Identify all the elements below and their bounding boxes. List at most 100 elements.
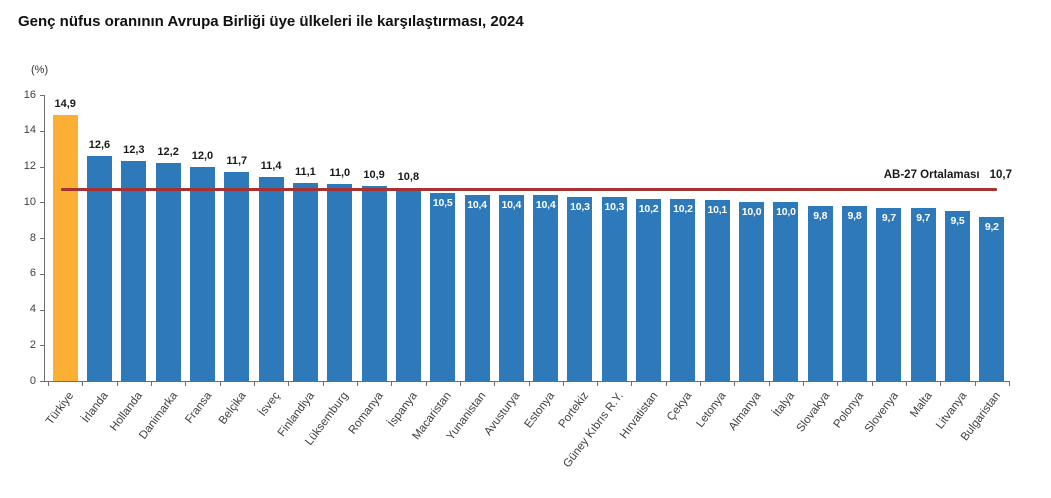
y-tick — [40, 95, 44, 96]
x-tick — [391, 382, 393, 386]
bar-value-label: 10,0 — [776, 206, 796, 219]
average-line-value: 10,7 — [989, 168, 1012, 181]
y-tick-label: 16 — [23, 88, 36, 101]
x-tick — [871, 382, 873, 386]
x-tick — [734, 382, 736, 386]
y-tick-label: 0 — [29, 374, 36, 387]
x-tick — [665, 382, 667, 386]
bar-value-label: 9,5 — [950, 215, 965, 228]
x-axis-line — [44, 381, 1010, 382]
x-axis-label: Fransa — [182, 390, 215, 426]
bar-value-label: 10,1 — [707, 204, 728, 217]
bar-Lüksemburg — [327, 184, 353, 381]
bar-value-label: 12,3 — [123, 144, 145, 157]
x-tick — [528, 382, 530, 386]
bar-Slovenya — [876, 207, 902, 381]
y-tick — [40, 166, 44, 168]
x-axis-label: Estonya — [522, 390, 558, 431]
x-tick — [185, 382, 187, 386]
bar-value-label: 11,0 — [329, 167, 351, 180]
x-axis-label: Slovenya — [862, 390, 901, 436]
bar-value-label: 12,2 — [157, 145, 179, 158]
bar-Romanya — [361, 186, 387, 381]
x-axis-label: Polonya — [831, 390, 867, 431]
bar-value-label: 10,3 — [570, 200, 590, 213]
x-tick — [631, 382, 633, 386]
y-tick-label: 12 — [23, 160, 36, 172]
x-axis-label: Litvanya — [933, 390, 970, 432]
x-tick — [459, 382, 461, 386]
x-tick — [494, 382, 496, 386]
x-tick — [219, 382, 221, 386]
bar-value-label: 11,4 — [260, 160, 282, 173]
bar-Türkiye — [52, 114, 78, 381]
bar-İtalya — [773, 202, 799, 381]
bar-value-label: 10,2 — [638, 202, 659, 215]
x-tick — [597, 382, 599, 386]
bar-Çekya — [670, 198, 696, 381]
average-line-label: AB-27 Ortalaması 10,7 — [884, 169, 1012, 181]
x-tick — [425, 382, 427, 386]
x-tick — [253, 382, 255, 386]
x-axis-label: Çekya — [665, 390, 695, 424]
bar-value-label: 10,0 — [741, 206, 762, 219]
x-axis-label: Malta — [908, 390, 935, 420]
x-axis-label: Türkiye — [44, 390, 77, 428]
y-tick — [40, 130, 44, 132]
bar-Slovakya — [807, 205, 833, 381]
bar-Yunanistan — [464, 195, 490, 381]
bar-value-label: 10,5 — [432, 197, 453, 210]
x-tick — [837, 382, 839, 386]
bar-value-label: 10,4 — [535, 199, 556, 212]
bar-Finlandiya — [292, 182, 318, 381]
bar-value-label: 10,2 — [673, 202, 693, 215]
bar-İrlanda — [86, 155, 112, 381]
x-tick — [356, 382, 358, 386]
bar-value-label: 9,7 — [916, 211, 931, 224]
x-axis-label: Letonya — [694, 390, 729, 430]
bar-value-label: 11,1 — [295, 165, 316, 178]
x-axis-label: İsveç — [256, 390, 283, 419]
chart-title: Genç nüfus oranının Avrupa Birliği üye ü… — [18, 13, 524, 30]
bar-value-label: 9,7 — [881, 211, 896, 224]
y-axis-line — [44, 95, 45, 382]
x-axis-label: Slovakya — [794, 390, 832, 435]
y-axis-unit-label: (%) — [31, 64, 49, 76]
bar-value-label: 12,6 — [88, 138, 111, 151]
y-tick — [40, 309, 44, 311]
bar-Bulgaristan — [979, 216, 1005, 381]
bar-Portekiz — [567, 196, 593, 381]
x-tick — [768, 382, 770, 386]
y-tick-label: 8 — [29, 231, 36, 244]
bar-İspanya — [395, 187, 421, 381]
bar-value-label: 11,7 — [226, 154, 248, 167]
x-tick — [116, 382, 118, 386]
x-axis-label: Avusturya — [482, 390, 523, 438]
y-tick — [40, 202, 44, 204]
bar-Almanya — [739, 202, 765, 381]
average-line-label-text: AB-27 Ortalaması — [883, 168, 980, 181]
bar-Polonya — [842, 205, 868, 381]
x-tick — [1009, 382, 1010, 386]
bar-Fransa — [189, 166, 215, 381]
average-line — [61, 187, 997, 192]
bar-Letonya — [704, 200, 730, 381]
bar-value-label: 9,2 — [984, 220, 999, 233]
x-axis-label: Almanya — [726, 390, 764, 433]
bar-value-label: 10,8 — [397, 170, 420, 183]
x-axis-label: Romanya — [346, 390, 386, 437]
bar-Macaristan — [430, 193, 456, 381]
bar-Güney Kıbrıs R.Y. — [601, 196, 627, 381]
x-tick — [82, 382, 84, 386]
x-axis-label: İspanya — [386, 390, 420, 430]
bar-value-label: 9,8 — [813, 209, 828, 222]
x-tick — [940, 382, 942, 386]
x-tick — [48, 382, 49, 386]
y-tick-label: 14 — [23, 124, 36, 137]
bar-value-label: 10,3 — [604, 200, 625, 213]
x-axis-label: Hollanda — [108, 390, 146, 434]
bar-Estonya — [533, 195, 559, 381]
x-tick — [700, 382, 702, 386]
x-axis-label: Portekiz — [556, 390, 592, 431]
